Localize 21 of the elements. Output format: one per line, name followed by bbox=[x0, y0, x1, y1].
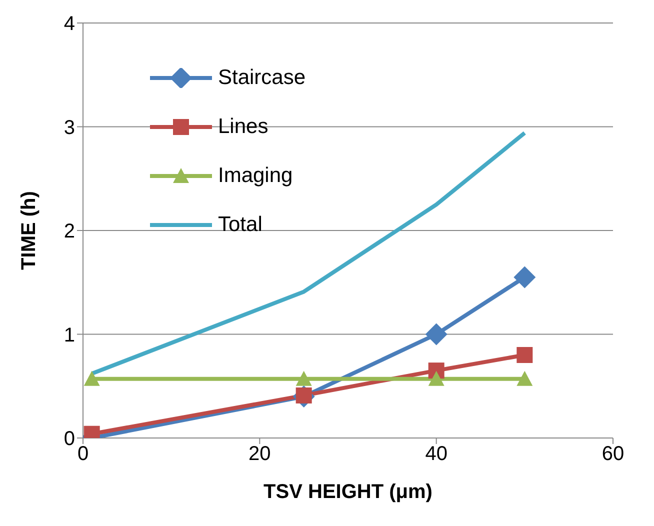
point bbox=[514, 266, 536, 288]
y-tick-label: 4 bbox=[64, 13, 75, 36]
legend-label: Imaging bbox=[218, 164, 293, 188]
point bbox=[516, 370, 533, 386]
point bbox=[516, 347, 533, 363]
legend-label: Total bbox=[218, 212, 262, 236]
x-axis-title: TSV HEIGHT (μm) bbox=[264, 481, 432, 503]
x-tick-label: 60 bbox=[602, 443, 624, 466]
y-tick-label: 3 bbox=[64, 116, 75, 139]
y-tick-label: 1 bbox=[64, 324, 75, 346]
legend-label: Staircase bbox=[218, 66, 306, 90]
y-tick-label: 2 bbox=[64, 220, 75, 243]
point bbox=[425, 323, 448, 346]
point bbox=[84, 370, 100, 386]
x-tick-label: 20 bbox=[248, 443, 271, 466]
point bbox=[296, 370, 312, 386]
y-axis-title: TIME (h) bbox=[18, 191, 40, 270]
point bbox=[428, 370, 444, 386]
x-tick-label: 40 bbox=[425, 443, 448, 466]
y-tick-label: 0 bbox=[64, 428, 75, 450]
legend-label: Lines bbox=[218, 114, 268, 138]
